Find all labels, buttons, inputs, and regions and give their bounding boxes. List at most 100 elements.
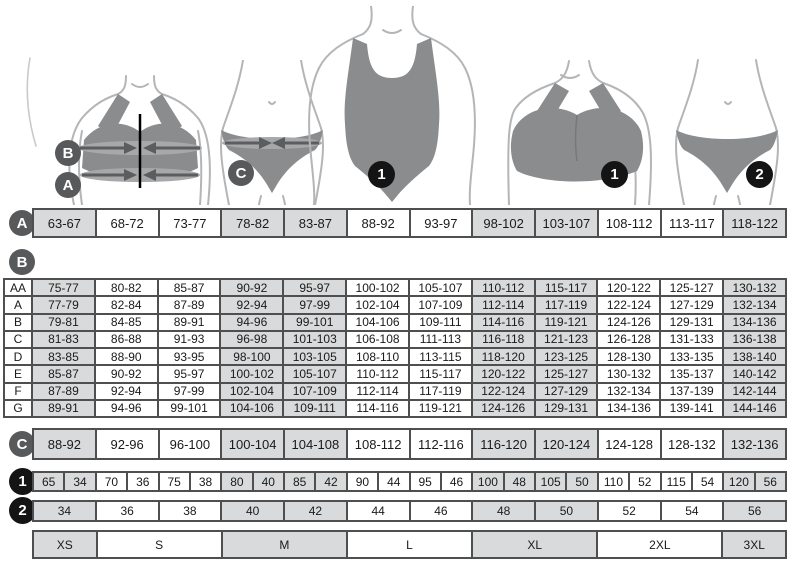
panty-size-cell: 54: [659, 500, 725, 522]
bra-measurement-figure: [26, 57, 211, 205]
underbust-cell: 63-67: [32, 208, 97, 238]
hip-cell: 108-112: [345, 428, 411, 460]
hip-row: 88-92 92-96 96-100 100-104 104-108 108-112 112…: [32, 428, 787, 460]
size-group-XL: XL: [471, 530, 599, 559]
bra-size-cell: 95: [408, 471, 442, 492]
hip-cell: 100-104: [220, 428, 285, 460]
underbust-row: 63-67 68-72 73-77 78-82 83-87 88-92 93-97 98-10…: [32, 208, 787, 238]
bust-cell: 129-131: [533, 398, 599, 418]
letter-size-row: XS S M L XL 2XL 3XL: [32, 530, 788, 559]
bust-cell: 134-136: [596, 398, 662, 418]
hip-cell: 124-128: [596, 428, 662, 460]
panty-size-cell: 42: [283, 500, 348, 522]
bust-cell: 129-131: [659, 312, 725, 332]
hip-cell: 128-132: [659, 428, 725, 460]
hip-cell: 132-136: [722, 428, 787, 460]
bra-size-cell: 65: [32, 471, 66, 492]
cup-row-B: B 79-81 84-85 89-91 94-96 99-101 104-106 109-11…: [3, 312, 787, 332]
bra-size-cell: 54: [690, 471, 725, 492]
panty-size-cell: 38: [157, 500, 223, 522]
bra-size-cell: 38: [188, 471, 223, 492]
bra-size-cell: 70: [94, 471, 129, 492]
bra-size-cell: 50: [565, 471, 599, 492]
panty-size-cell: 36: [94, 500, 160, 522]
bra-size-cell: 46: [439, 471, 474, 492]
underbust-cell: 93-97: [408, 208, 474, 238]
bust-cell: 80-82: [93, 278, 159, 298]
figure-label-c: C: [228, 160, 254, 186]
underbust-cell: 103-107: [534, 208, 599, 238]
cup-row-G: G 89-91 94-96 99-101 104-106 109-111 114-116 11…: [3, 398, 787, 418]
bust-cell: 77-79: [31, 295, 96, 315]
panty-size-cell: 46: [408, 500, 474, 522]
bra-size-cell: 42: [314, 471, 348, 492]
bust-cell: 144-146: [722, 398, 787, 418]
hip-cell: 120-124: [534, 428, 599, 460]
row-label-a: A: [9, 210, 35, 236]
bust-cell: 105-107: [282, 364, 348, 384]
underbust-cell: 68-72: [94, 208, 160, 238]
hip-cell: 92-96: [94, 428, 160, 460]
bust-cell: 118-120: [470, 347, 536, 367]
hip-cell: 116-120: [471, 428, 536, 460]
bra-size-cell: 110: [596, 471, 631, 492]
bust-cell: 91-93: [156, 329, 222, 349]
row-label-2: 2: [9, 497, 36, 524]
figure-label-1-bra: 1: [601, 161, 628, 188]
bra-figure: [507, 60, 652, 205]
bra-size-cell: 40: [251, 471, 285, 492]
bust-cell: 139-141: [659, 398, 725, 418]
underbust-cell: 88-92: [345, 208, 411, 238]
underbust-cell: 73-77: [157, 208, 223, 238]
bust-cell: 124-126: [596, 312, 662, 332]
bust-cell: 104-106: [345, 312, 410, 332]
bust-cell: 99-101: [156, 398, 222, 418]
size-group-3XL: 3XL: [721, 530, 788, 559]
bra-size-cell: 85: [283, 471, 317, 492]
bra-size-cell: 115: [659, 471, 693, 492]
bra-size-row: 65 34 70 36 75 38 80 40 85 42 90 44 95 46 100 48 105 50 11…: [32, 471, 787, 492]
figure-label-2-panty: 2: [746, 161, 773, 188]
size-group-L: L: [345, 530, 474, 559]
bust-cell: 114-116: [345, 398, 410, 418]
bust-cell: 119-121: [407, 398, 473, 418]
underbust-cell: 78-82: [220, 208, 285, 238]
panty-size-cell: 52: [596, 500, 662, 522]
figure-label-b: B: [55, 140, 81, 166]
bra-size-cell: 48: [502, 471, 536, 492]
bra-size-cell: 36: [126, 471, 160, 492]
hip-cell: 96-100: [157, 428, 223, 460]
bust-cell: 137-139: [659, 381, 725, 401]
panty-measurement-figure: [220, 60, 324, 205]
bra-size-cell: 80: [220, 471, 254, 492]
underbust-cell: 113-117: [659, 208, 725, 238]
hip-cell: 88-92: [32, 428, 97, 460]
panty-size-cell: 56: [722, 500, 787, 522]
panty-size-cell: 50: [534, 500, 599, 522]
underbust-cell: 118-122: [722, 208, 787, 238]
bra-size-cell: 52: [628, 471, 662, 492]
hip-cell: 112-116: [408, 428, 474, 460]
bust-cell: 106-108: [345, 329, 410, 349]
size-group-S: S: [95, 530, 223, 559]
panty-size-cell: 40: [220, 500, 285, 522]
bust-cell: 110-112: [345, 364, 410, 384]
row-label-b: B: [9, 249, 35, 275]
bust-cell: 97-99: [156, 381, 222, 401]
cup-label: G: [3, 398, 33, 418]
panty-size-cell: 34: [32, 500, 97, 522]
figure-label-1-bodysuit: 1: [368, 161, 395, 188]
bust-cell: 134-136: [722, 312, 787, 332]
panty-size-cell: 44: [345, 500, 411, 522]
bust-cell: 89-91: [31, 398, 96, 418]
bust-cell: 127-129: [659, 295, 725, 315]
bust-cell: 120-122: [596, 278, 662, 298]
bra-size-cell: 75: [157, 471, 191, 492]
figure-label-a: A: [55, 172, 81, 198]
size-group-M: M: [220, 530, 348, 559]
size-group-XS: XS: [32, 530, 98, 559]
bust-cell: 86-88: [93, 329, 159, 349]
panty-figure: [675, 59, 779, 205]
row-label-c: C: [9, 431, 35, 457]
